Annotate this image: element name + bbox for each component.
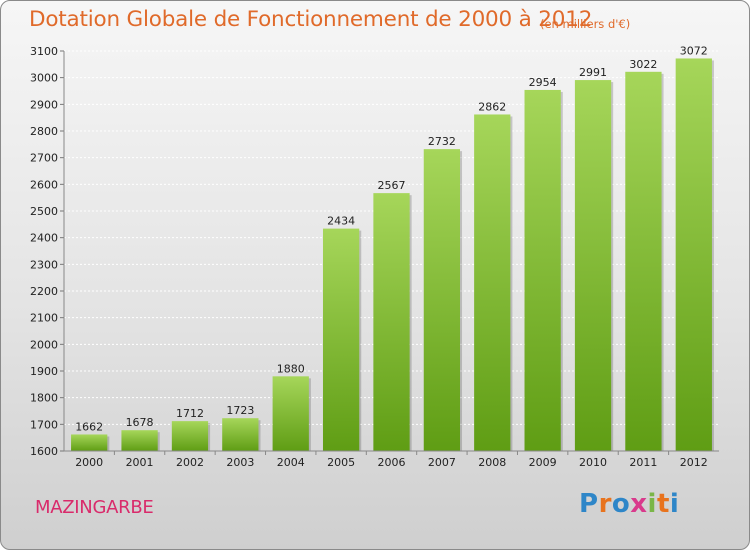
y-axis: 1600 1700 1800 1900 2000 2100 2200 2300 2400 2500… — [30, 45, 65, 458]
bar-2006 — [373, 193, 410, 451]
y-tick-label: 2200 — [30, 285, 58, 298]
x-tick-label-2012: 2012 — [680, 456, 708, 469]
data-label-2002: 1712 — [176, 407, 204, 420]
y-tick-label: 2700 — [30, 152, 58, 165]
y-tick-label: 2400 — [30, 232, 58, 245]
data-label-2006: 2567 — [378, 179, 406, 192]
logo-letter: i — [647, 489, 657, 519]
data-label-2010: 2991 — [579, 66, 607, 79]
data-label-2008: 2862 — [478, 100, 506, 113]
bar-2001 — [121, 430, 158, 451]
y-tick-label: 1600 — [30, 445, 58, 458]
logo-letter: i — [669, 489, 680, 519]
y-tick-label: 2800 — [30, 125, 58, 138]
data-label-2003: 1723 — [226, 404, 254, 417]
data-label-2001: 1678 — [126, 416, 154, 429]
data-label-2004: 1880 — [277, 362, 305, 375]
bar-2008 — [474, 114, 511, 451]
data-label-2009: 2954 — [529, 76, 557, 89]
bar-2004 — [272, 376, 309, 451]
data-labels: 1662 1678 1712 1723 1880 2434 2567 2732 2862 2954… — [75, 44, 708, 433]
x-tick-label-2004: 2004 — [277, 456, 305, 469]
logo-letter: x — [630, 489, 648, 519]
y-tick-label: 2100 — [30, 312, 58, 325]
bars — [71, 58, 714, 452]
logo-letter: o — [611, 489, 631, 519]
x-tick-label-2001: 2001 — [126, 456, 154, 469]
city-name: MAZINGARBE — [35, 497, 154, 518]
data-label-2007: 2732 — [428, 135, 456, 148]
y-tick-label: 1900 — [30, 365, 58, 378]
y-tick-label: 1700 — [30, 418, 58, 431]
x-tick-label-2003: 2003 — [226, 456, 254, 469]
x-tick-label-2002: 2002 — [176, 456, 204, 469]
y-tick-label: 3000 — [30, 72, 58, 85]
bar-2000 — [71, 434, 108, 451]
bar-2010 — [574, 80, 612, 452]
chart-unit: (en milliers d'€) — [540, 17, 631, 31]
x-tick-label-2007: 2007 — [428, 456, 456, 469]
logo-letter: r — [598, 489, 612, 519]
x-axis: 2000 2001 2002 2003 2004 2005 2006 2007 2008 2009… — [64, 450, 719, 469]
data-label-2000: 1662 — [75, 420, 103, 433]
x-tick-label-2009: 2009 — [529, 456, 557, 469]
y-tick-label: 2500 — [30, 205, 58, 218]
y-tick-label: 2000 — [30, 338, 58, 351]
y-tick-label: 3100 — [30, 45, 58, 58]
bar-2007 — [423, 149, 461, 451]
data-label-2012: 3072 — [680, 44, 708, 57]
logo-letter: P — [579, 489, 599, 519]
y-tick-label: 2900 — [30, 98, 58, 111]
x-tick-label-2006: 2006 — [378, 456, 406, 469]
data-label-2011: 3022 — [629, 58, 657, 71]
x-tick-label-2011: 2011 — [629, 456, 657, 469]
x-tick-label-2005: 2005 — [327, 456, 355, 469]
x-tick-label-2010: 2010 — [579, 456, 607, 469]
bar-2003 — [222, 418, 259, 451]
bar-2011 — [625, 71, 662, 452]
x-tick-label-2008: 2008 — [478, 456, 506, 469]
logo-letter: t — [656, 489, 670, 519]
chart-title: Dotation Globale de Fonctionnement de 20… — [29, 7, 593, 32]
bar-2005 — [322, 228, 360, 451]
bar-2012 — [675, 58, 712, 451]
y-tick-label: 2600 — [30, 178, 58, 191]
x-tick-label-2000: 2000 — [75, 456, 103, 469]
bar-2002 — [171, 421, 209, 451]
data-label-2005: 2434 — [327, 215, 355, 228]
y-tick-label: 1800 — [30, 392, 58, 405]
proxiti-logo: Proxiti — [579, 489, 679, 519]
bar-2009 — [524, 89, 561, 451]
y-tick-label: 2300 — [30, 258, 58, 271]
